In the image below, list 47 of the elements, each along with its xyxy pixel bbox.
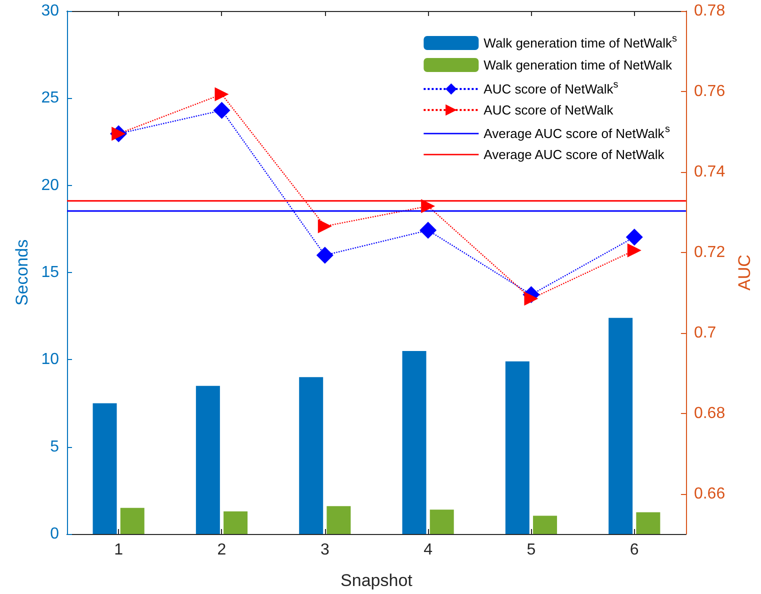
x-tick-label: 4 <box>424 542 433 558</box>
point <box>318 219 332 234</box>
y2-tick-label: 0.72 <box>694 244 726 261</box>
point <box>421 199 436 214</box>
x-tick-label: 6 <box>630 542 639 558</box>
x-tick-label: 5 <box>526 542 536 558</box>
bar <box>120 508 144 534</box>
bar <box>92 403 117 534</box>
point <box>214 87 229 102</box>
y2-tick-label: 0.78 <box>694 2 726 20</box>
y2-tick-label: 0.76 <box>694 82 726 100</box>
y2-axis-title: AUC <box>735 254 754 290</box>
legend-label: AUC score of NetWalk <box>484 102 614 118</box>
bar <box>505 361 530 534</box>
y-tick-label: 25 <box>41 90 60 107</box>
x-tick-label: 3 <box>320 542 330 558</box>
x-tick-label: 1 <box>114 542 124 558</box>
y2-tick-label: 0.74 <box>694 163 726 180</box>
bar <box>299 377 324 534</box>
bar <box>402 350 426 534</box>
x-axis-title: Snapshot <box>340 571 413 590</box>
y2-tick-label: 0.7 <box>694 324 716 342</box>
point <box>420 222 437 239</box>
y-tick-label: 20 <box>41 176 60 194</box>
point <box>213 102 230 119</box>
bar <box>430 510 454 534</box>
y-tick-label: 15 <box>41 264 60 281</box>
bar <box>224 511 248 534</box>
bar <box>196 386 220 534</box>
y-tick-label: 5 <box>50 438 60 456</box>
point <box>316 246 334 264</box>
y-tick-label: 0 <box>50 526 60 542</box>
y2-tick-label: 0.68 <box>694 404 726 422</box>
x-tick-label: 2 <box>217 542 226 558</box>
point <box>524 292 538 306</box>
bar <box>326 506 351 534</box>
y2-tick-label: 0.66 <box>694 485 726 502</box>
y-tick-label: 10 <box>41 351 60 368</box>
legend-label: Walk generation time of NetWalk <box>484 58 672 72</box>
y-tick-label: 30 <box>41 2 60 20</box>
bar <box>533 516 558 534</box>
y-axis-title: Seconds <box>12 239 32 306</box>
legend-label: Average AUC score of NetWalk <box>484 147 665 162</box>
point <box>627 243 642 258</box>
bar <box>636 512 660 534</box>
point <box>626 228 643 246</box>
bar <box>608 318 633 534</box>
